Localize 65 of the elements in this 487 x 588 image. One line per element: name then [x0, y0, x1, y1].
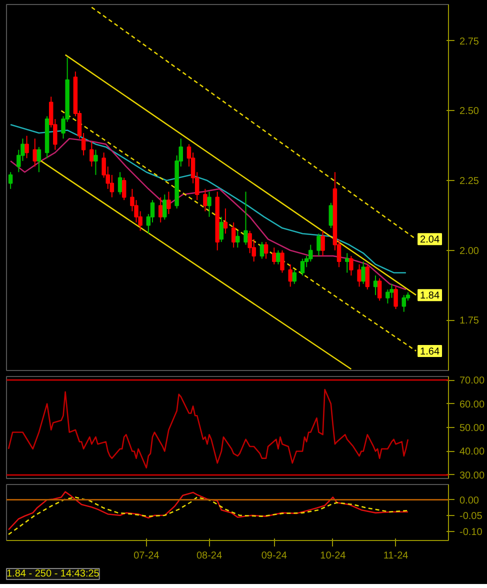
x-tick-label: 07-24 [134, 550, 160, 562]
y-tick-label: -0.05 [460, 511, 483, 522]
candlestick [264, 241, 268, 260]
candlestick [32, 138, 38, 168]
candlestick [357, 264, 362, 288]
text: 1.84 - 250 - 14:43:25 [6, 568, 100, 580]
candlestick [94, 149, 98, 176]
y-tick-label: 2.75 [460, 36, 480, 48]
candlestick [90, 140, 94, 168]
candlestick [316, 233, 321, 256]
line-series [8, 491, 409, 530]
candlestick [162, 194, 167, 220]
candlestick [24, 135, 29, 159]
candlestick [122, 177, 126, 201]
candlestick [207, 191, 212, 218]
candlestick [361, 261, 366, 284]
annotation: 1.64 [420, 346, 440, 358]
x-tick-label: 08-24 [196, 550, 222, 562]
candlestick [377, 278, 382, 302]
annotation: 2.04 [420, 234, 440, 246]
line-series [10, 138, 407, 290]
line-series [10, 124, 407, 274]
candlestick [345, 252, 350, 274]
candlestick [292, 269, 297, 284]
line-series [8, 496, 409, 536]
candlestick [320, 230, 325, 256]
y-tick-label: 60.00 [460, 399, 485, 410]
candlestick [118, 172, 122, 195]
candlestick [219, 216, 224, 242]
candlestick [166, 191, 171, 215]
candlestick [223, 208, 228, 234]
y-tick-label: -0.10 [460, 527, 483, 538]
x-tick-label: 10-24 [320, 550, 346, 562]
y-tick-label: 40.00 [460, 446, 485, 458]
candlestick [349, 255, 354, 276]
x-tick-label: 11-24 [383, 550, 409, 562]
candlestick [300, 258, 305, 276]
candlestick [231, 222, 236, 248]
y-tick-label: 50.00 [460, 423, 485, 434]
candlestick [8, 172, 13, 190]
candlestick [276, 250, 280, 265]
candlestick [272, 247, 276, 265]
candlestick [280, 250, 284, 274]
candlestick [203, 188, 208, 212]
candlestick [328, 202, 334, 229]
candlestick [36, 146, 42, 173]
candlestick [260, 241, 264, 260]
y-tick-label: 0.00 [460, 495, 480, 506]
annotation: 1.84 [420, 290, 440, 302]
y-tick-label: 30.00 [460, 470, 485, 482]
candlestick [288, 264, 292, 288]
line-series [8, 388, 409, 468]
candlestick [365, 264, 370, 290]
candlestick [402, 294, 406, 312]
y-tick-label: 70.00 [460, 376, 485, 387]
y-tick-label: 1.75 [460, 316, 480, 327]
candlestick [158, 196, 163, 223]
candlestick [373, 275, 378, 296]
candlestick [236, 230, 240, 248]
x-tick-label: 09-24 [261, 550, 288, 562]
candlestick [244, 191, 248, 246]
y-tick-label: 2.50 [460, 106, 480, 118]
candlestick [394, 286, 398, 310]
y-tick-label: 2.00 [460, 246, 480, 257]
y-tick-label: 2.25 [460, 176, 480, 188]
